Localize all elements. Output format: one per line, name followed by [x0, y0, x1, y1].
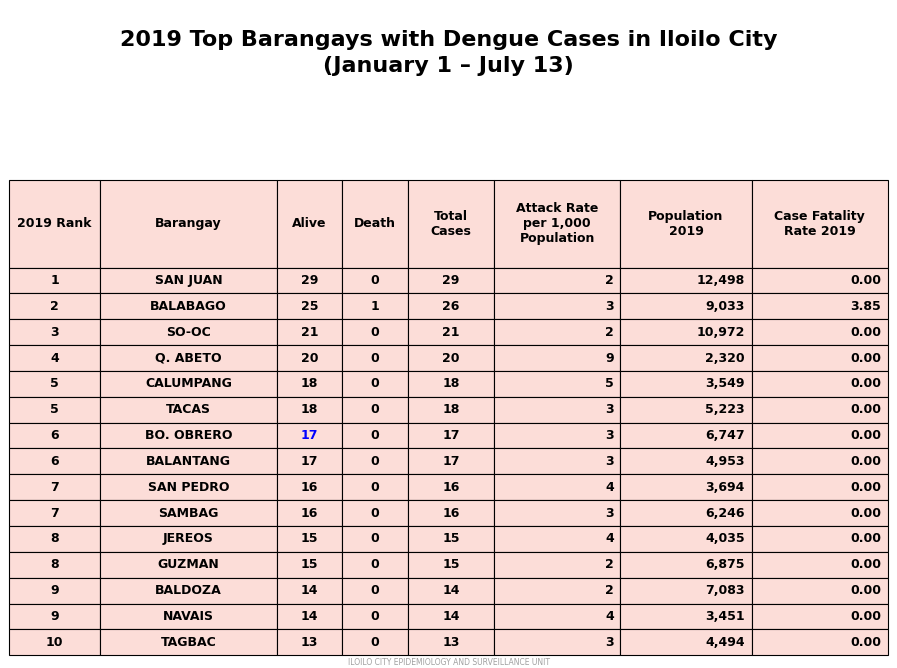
Text: ILOILO CITY EPIDEMIOLOGY AND SURVEILLANCE UNIT: ILOILO CITY EPIDEMIOLOGY AND SURVEILLANC… — [347, 658, 550, 667]
Text: 2019 Top Barangays with Dengue Cases in Iloilo City
(January 1 – July 13): 2019 Top Barangays with Dengue Cases in … — [120, 30, 777, 76]
